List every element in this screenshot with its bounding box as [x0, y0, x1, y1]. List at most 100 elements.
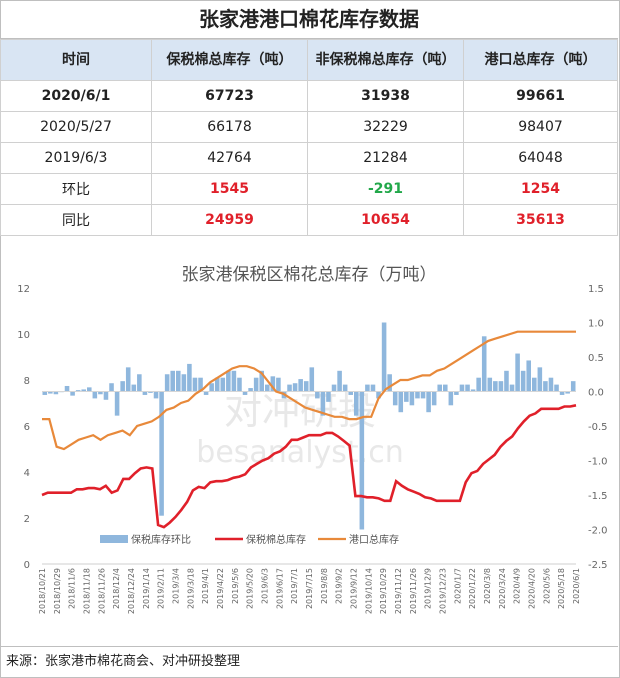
legend-label: 保税库存环比 — [131, 533, 191, 546]
y-left-tick-label: 4 — [24, 468, 30, 479]
bar — [92, 391, 98, 399]
inventory-table: 时间 保税棉总库存（吨） 非保税棉总库存（吨） 港口总库存（吨） 2020/6/… — [0, 39, 618, 236]
y-right-tick-label: -0.5 — [588, 422, 608, 433]
bar — [226, 370, 231, 392]
x-tick-label: 2020/4/9 — [513, 568, 522, 604]
bar — [153, 391, 159, 399]
x-tick-label: 2019/2/11 — [157, 568, 166, 609]
bar — [437, 384, 442, 392]
bar — [554, 384, 559, 392]
bar — [309, 367, 315, 392]
bar — [164, 374, 170, 392]
cell-value: 99661 — [463, 80, 618, 112]
bar — [565, 391, 570, 394]
bar — [64, 385, 70, 392]
bar — [404, 391, 409, 402]
bar — [181, 374, 187, 392]
table-row: 2020/5/27 66178 32229 98407 — [0, 111, 618, 143]
x-tick-label: 2020/5/6 — [542, 568, 551, 604]
bar — [125, 367, 131, 392]
bar — [431, 391, 437, 406]
chart-title: 张家港保税区棉花总库存（万吨） — [181, 265, 437, 285]
bar — [109, 383, 114, 392]
table-row: 同比 24959 10654 35613 — [0, 204, 618, 236]
x-tick-label: 2019/9/2 — [335, 568, 344, 604]
x-tick-label: 2019/4/1 — [201, 568, 210, 604]
bar — [509, 384, 515, 392]
x-tick-label: 2020/5/18 — [557, 568, 566, 609]
table-row: 2020/6/1 67723 31938 99661 — [0, 80, 618, 112]
bar — [131, 384, 137, 392]
bar — [381, 322, 387, 392]
bar — [231, 370, 237, 392]
bar — [170, 370, 175, 392]
bar — [326, 391, 331, 402]
cell-value: 42764 — [151, 142, 308, 174]
x-tick-label: 2020/6/1 — [572, 568, 581, 604]
x-tick-label: 2019/9/12 — [350, 568, 359, 609]
cell-value: -291 — [307, 173, 464, 205]
x-tick-label: 2018/12/24 — [127, 568, 136, 614]
x-tick-label: 2019/10/14 — [364, 568, 373, 614]
bar — [570, 381, 576, 392]
watermark-text: 对冲研投 — [224, 389, 376, 433]
table-row: 2019/6/3 42764 21284 64048 — [0, 142, 618, 174]
x-tick-label: 2019/10/29 — [379, 568, 388, 614]
bar — [320, 391, 326, 416]
bar — [543, 381, 548, 392]
y-right-tick-label: 1.0 — [588, 319, 604, 330]
bar — [409, 391, 415, 406]
bar — [48, 391, 53, 394]
bar — [342, 384, 348, 392]
row-label: 同比 — [0, 204, 152, 236]
x-tick-label: 2020/1/22 — [468, 568, 477, 609]
bar — [537, 367, 543, 392]
y-right-tick-label: 0.0 — [588, 388, 604, 399]
cell-value: 64048 — [463, 142, 618, 174]
cell-value: 31938 — [307, 80, 464, 112]
x-tick-label: 2019/11/12 — [394, 568, 403, 614]
row-label: 2019/6/3 — [0, 142, 152, 174]
column-header: 时间 — [0, 39, 152, 81]
bar — [559, 391, 565, 395]
x-tick-label: 2019/3/18 — [186, 568, 195, 609]
bar — [365, 384, 370, 392]
bar — [420, 391, 426, 399]
bar — [214, 377, 220, 392]
bar — [242, 391, 248, 395]
x-tick-label: 2020/3/8 — [483, 568, 492, 604]
bar — [532, 377, 537, 392]
source-note: 来源：张家港市棉花商会、对冲研投整理 — [0, 646, 618, 676]
column-header: 保税棉总库存（吨） — [151, 39, 308, 81]
bar — [348, 391, 353, 395]
watermark-text: besanalyst.cn — [196, 435, 403, 470]
bar — [354, 391, 359, 416]
x-tick-label: 2019/8/8 — [320, 568, 329, 604]
x-tick-label: 2019/6/17 — [275, 568, 284, 609]
x-tick-label: 2018/11/6 — [68, 568, 77, 609]
bar — [303, 381, 309, 392]
bar — [504, 370, 509, 392]
bar — [448, 391, 454, 406]
bar — [248, 388, 253, 392]
y-left-tick-label: 10 — [17, 330, 30, 341]
legend-label: 保税棉总库存 — [246, 533, 306, 546]
bar — [98, 391, 103, 395]
bar — [548, 377, 554, 392]
x-tick-label: 2019/7/15 — [305, 568, 314, 609]
bar — [209, 383, 214, 392]
bar — [142, 391, 148, 395]
y-right-tick-label: 1.5 — [588, 284, 604, 295]
x-tick-label: 2019/7/1 — [290, 568, 299, 604]
bar — [114, 391, 120, 416]
x-tick-label: 2019/1/14 — [142, 568, 151, 609]
x-tick-label: 2020/1/7 — [453, 568, 462, 604]
x-tick-label: 2019/12/9 — [424, 568, 433, 609]
bar — [526, 360, 531, 392]
row-label: 2020/5/27 — [0, 111, 152, 143]
column-header: 非保税棉总库存（吨） — [307, 39, 464, 81]
bar — [415, 391, 420, 399]
bar — [493, 381, 498, 392]
page-title: 张家港港口棉花库存数据 — [0, 0, 618, 39]
